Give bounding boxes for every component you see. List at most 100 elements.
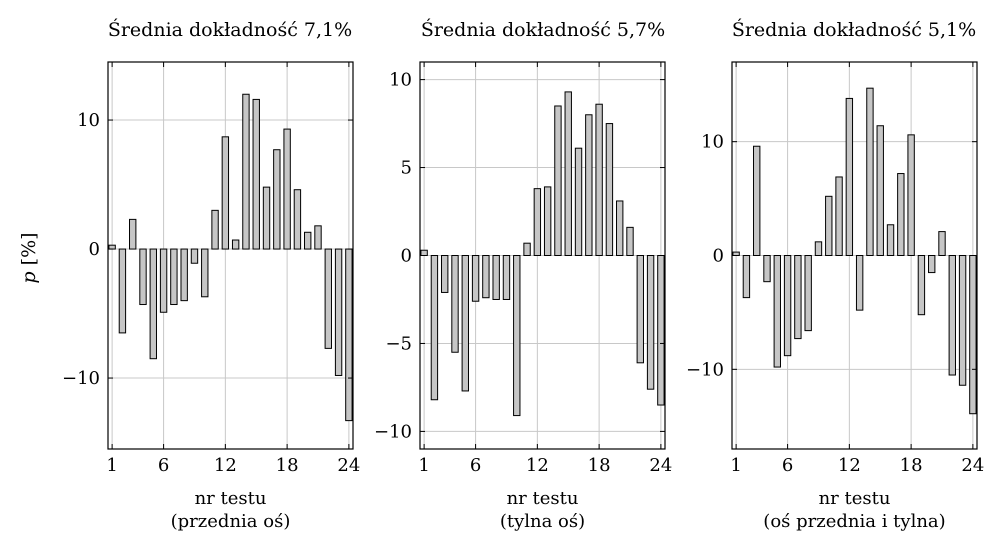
x-tick-label: 1 — [418, 455, 429, 476]
y-axis-label: p [%] — [18, 232, 40, 283]
y-tick-label: 0 — [401, 246, 412, 267]
bar-test-11 — [835, 176, 843, 256]
y-tick-label: −5 — [385, 333, 412, 354]
bar-test-18 — [907, 134, 915, 256]
y-tick-label: 0 — [713, 246, 724, 267]
bar-test-1 — [732, 251, 740, 257]
bar-test-19 — [605, 123, 614, 257]
x-tick-label: 18 — [276, 455, 299, 476]
bar-test-6 — [159, 248, 168, 313]
bar-test-15 — [876, 125, 884, 256]
bar-test-5 — [773, 255, 781, 368]
bar-test-12 — [221, 136, 230, 250]
x-tick-label: 6 — [782, 455, 793, 476]
x-tick-label: 6 — [158, 455, 169, 476]
bar-test-9 — [190, 248, 199, 264]
bar-test-22 — [636, 255, 644, 364]
bar-test-8 — [492, 255, 500, 300]
chart-panel-1: 1 6 12 18 24 −10 0 10 Średnia dokładność 7,1% nr … — [62, 18, 360, 532]
bar-test-19 — [917, 255, 926, 316]
bar-test-21 — [938, 231, 946, 257]
bar-test-17 — [585, 114, 593, 257]
x-axis-label: nr testu — [507, 488, 579, 509]
bar-test-22 — [948, 255, 956, 376]
x-tick-label: 18 — [588, 455, 611, 476]
bar-test-15 — [564, 91, 572, 257]
x-tick-label: 18 — [900, 455, 923, 476]
bar-test-1 — [420, 249, 428, 257]
x-axis-sublabel: (przednia oś) — [171, 511, 291, 532]
bar-test-5 — [149, 248, 157, 360]
y-tick-label: 10 — [701, 132, 724, 153]
bar-test-8 — [180, 248, 188, 302]
chart-title: Średnia dokładność 5,1% — [732, 18, 976, 41]
bar-test-2 — [430, 255, 439, 401]
bar-test-1 — [108, 244, 116, 250]
x-tick-label: 12 — [526, 455, 549, 476]
bar-test-22 — [324, 248, 332, 349]
bar-test-4 — [763, 255, 771, 283]
bar-test-6 — [471, 255, 480, 302]
bar-test-7 — [482, 255, 490, 299]
bar-test-3 — [441, 255, 449, 293]
bar-test-16 — [886, 224, 895, 257]
x-tick-label: 24 — [961, 455, 984, 476]
y-axis-label-variable: p — [18, 271, 40, 283]
bar-test-10 — [201, 248, 209, 298]
bar-test-18 — [595, 103, 603, 256]
x-axis-label: nr testu — [195, 488, 267, 509]
bar-test-16 — [574, 147, 583, 256]
chart-title: Średnia dokładność 5,7% — [421, 18, 665, 41]
y-tick-label: 0 — [89, 239, 100, 260]
bar-test-24 — [345, 248, 353, 422]
bar-test-17 — [273, 149, 281, 250]
bar-test-18 — [283, 128, 291, 250]
bar-test-5 — [461, 255, 469, 392]
bar-test-9 — [502, 255, 511, 300]
bar-test-2 — [118, 248, 127, 334]
y-tick-label: −10 — [374, 421, 412, 442]
chart-panel-3: 1 6 12 18 24 −10 0 10 Średnia dokładność 5,1% nr … — [686, 18, 984, 532]
bar-test-10 — [513, 255, 521, 417]
bar-test-14 — [242, 93, 250, 250]
y-tick-label: 5 — [401, 158, 412, 179]
y-axis-label-unit-text: [%] — [18, 232, 40, 265]
bar-test-14 — [866, 87, 874, 256]
bar-test-3 — [753, 145, 761, 257]
x-axis-sublabel: (oś przednia i tylna) — [763, 511, 945, 532]
x-tick-label: 1 — [730, 455, 741, 476]
plot-frame — [107, 61, 354, 450]
bar-test-23 — [334, 248, 343, 376]
bar-test-12 — [845, 97, 854, 257]
x-axis-sublabel: (tylna oś) — [500, 511, 585, 532]
x-tick-label: 1 — [106, 455, 117, 476]
bar-test-4 — [451, 255, 459, 353]
bar-test-17 — [897, 173, 905, 256]
bar-test-20 — [616, 200, 624, 257]
bar-test-13 — [543, 186, 552, 257]
bar-test-3 — [129, 218, 137, 250]
y-tick-label: −10 — [686, 359, 724, 380]
bar-test-21 — [314, 225, 322, 250]
bar-test-11 — [523, 242, 531, 257]
chart-title: Średnia dokładność 7,1% — [108, 18, 352, 41]
bar-test-23 — [646, 255, 655, 390]
bar-test-11 — [211, 209, 219, 250]
x-tick-label: 12 — [838, 455, 861, 476]
bar-test-13 — [231, 239, 240, 250]
bar-test-7 — [794, 255, 802, 340]
bar-test-12 — [533, 188, 542, 256]
bar-test-21 — [626, 226, 634, 256]
bar-test-16 — [262, 186, 271, 250]
y-tick-label: 10 — [77, 110, 100, 131]
x-axis-label: nr testu — [819, 488, 891, 509]
bar-test-20 — [304, 231, 312, 250]
y-tick-label: −10 — [62, 368, 100, 389]
bar-test-2 — [742, 255, 751, 299]
y-tick-label: 10 — [389, 70, 412, 91]
bar-test-10 — [825, 195, 833, 257]
x-tick-label: 24 — [649, 455, 672, 476]
bar-test-4 — [139, 248, 147, 306]
bar-test-23 — [958, 255, 967, 386]
